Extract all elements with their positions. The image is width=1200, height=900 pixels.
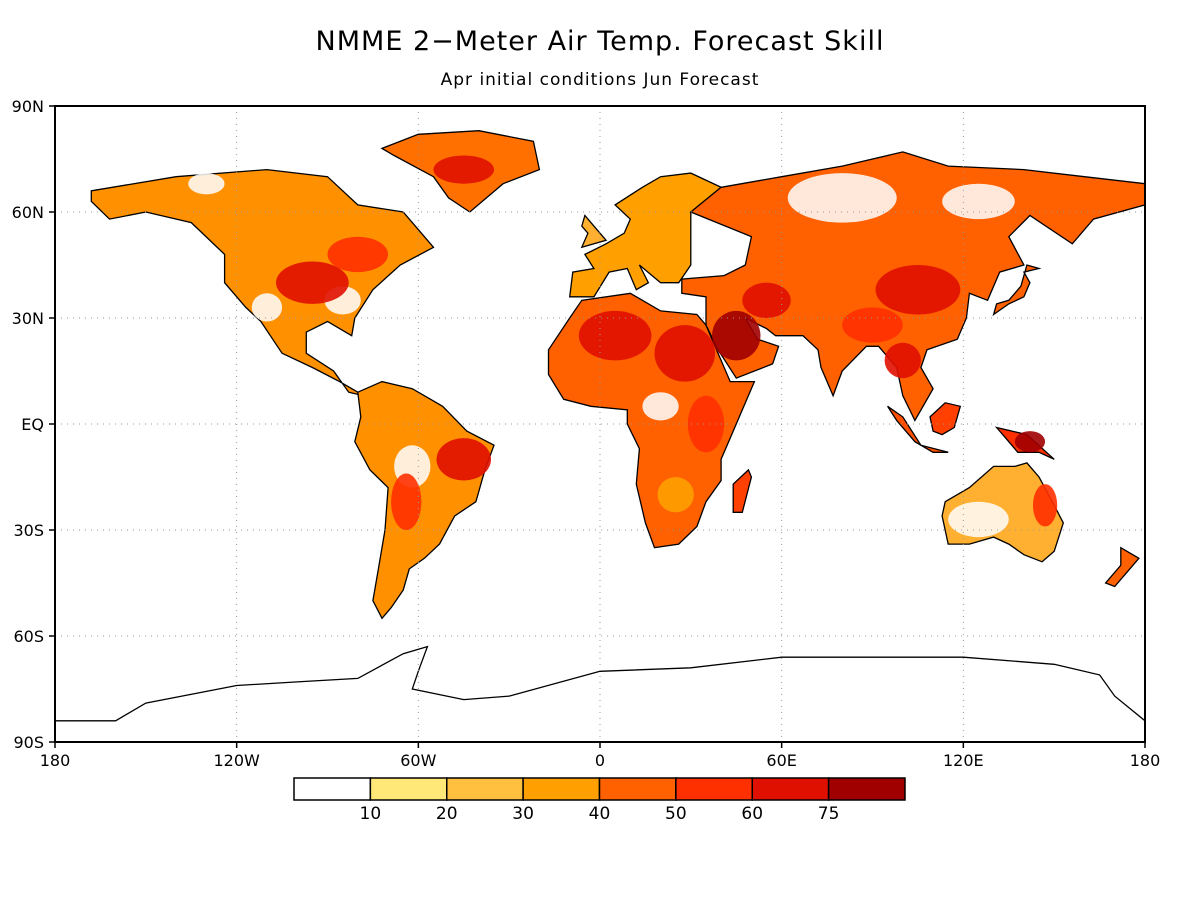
colorbar-label: 50	[665, 804, 687, 824]
map-subtitle: Apr initial conditions Jun Forecast	[440, 70, 760, 90]
colorbar-swatch	[293, 777, 372, 801]
low-skill-patch	[251, 293, 283, 322]
map-title: NMME 2−Meter Air Temp. Forecast Skill	[315, 26, 885, 57]
lon-tick-label: 60W	[400, 751, 436, 770]
colorbar-label: 30	[512, 804, 534, 824]
lat-tick-label: EQ	[21, 415, 44, 434]
low-skill-patch	[787, 173, 897, 223]
region-north-america	[90, 168, 435, 397]
region-british-isles	[580, 214, 608, 249]
high-skill-patch	[276, 261, 349, 304]
coast-antarctica	[55, 645, 1145, 722]
high-skill-patch	[654, 325, 716, 382]
colorbar-swatch	[446, 777, 524, 801]
low-skill-patch	[942, 183, 1015, 220]
high-skill-patch	[433, 155, 495, 184]
high-skill-patch	[875, 265, 961, 315]
lat-axis: 90N 60N 30N EQ 30S 60S 90S	[12, 97, 55, 752]
colorbar: 10 20 30 40 50 60 75	[293, 777, 906, 824]
colorbar-swatch	[522, 777, 601, 801]
high-skill-patch	[884, 342, 921, 379]
colorbar-label: 75	[818, 804, 840, 824]
high-skill-patch	[687, 395, 725, 453]
lat-tick-label: 30S	[13, 521, 44, 540]
lon-tick-label: 120E	[943, 751, 984, 770]
high-skill-patch	[657, 477, 694, 513]
low-skill-patch	[188, 173, 225, 195]
colorbar-label: 40	[589, 804, 611, 824]
high-skill-patch	[578, 310, 652, 361]
lat-tick-label: 90N	[12, 97, 44, 116]
region-madagascar	[732, 468, 753, 513]
high-skill-patch	[436, 438, 491, 481]
high-skill-patch	[327, 236, 389, 273]
high-skill-patch	[712, 310, 761, 361]
lon-tick-label: 120W	[213, 751, 260, 770]
land-layer	[55, 130, 1145, 722]
lon-tick-label: 60E	[766, 751, 796, 770]
colorbar-label: 60	[741, 804, 763, 824]
lat-tick-label: 90S	[13, 733, 44, 752]
graticule	[55, 106, 1145, 742]
low-skill-patch	[948, 501, 1009, 538]
high-skill-patch	[1032, 484, 1058, 527]
colorbar-swatch	[827, 777, 906, 801]
colorbar-swatch	[598, 777, 677, 801]
colorbar-label: 20	[436, 804, 458, 824]
region-borneo	[929, 402, 962, 436]
lat-tick-label: 30N	[12, 309, 44, 328]
high-skill-patch	[391, 473, 422, 530]
region-indonesia	[887, 405, 949, 453]
colorbar-swatch	[751, 777, 830, 801]
lon-tick-label: 180	[1130, 751, 1161, 770]
region-japan	[992, 264, 1042, 317]
colorbar-label: 10	[360, 804, 382, 824]
region-new-zealand	[1104, 546, 1140, 588]
lon-tick-label: 0	[595, 751, 605, 770]
lon-axis: 180 120W 60W 0 60E 120E 180	[40, 742, 1161, 770]
lat-tick-label: 60S	[13, 627, 44, 646]
colorbar-swatch	[369, 777, 448, 801]
colorbar-swatch	[675, 777, 753, 801]
low-skill-patch	[642, 392, 679, 421]
high-skill-patch	[742, 282, 791, 319]
lon-tick-label: 180	[40, 751, 71, 770]
lat-tick-label: 60N	[12, 203, 44, 222]
high-skill-patch	[842, 307, 903, 343]
high-skill-patch	[1014, 431, 1046, 453]
region-south-america	[354, 380, 495, 620]
